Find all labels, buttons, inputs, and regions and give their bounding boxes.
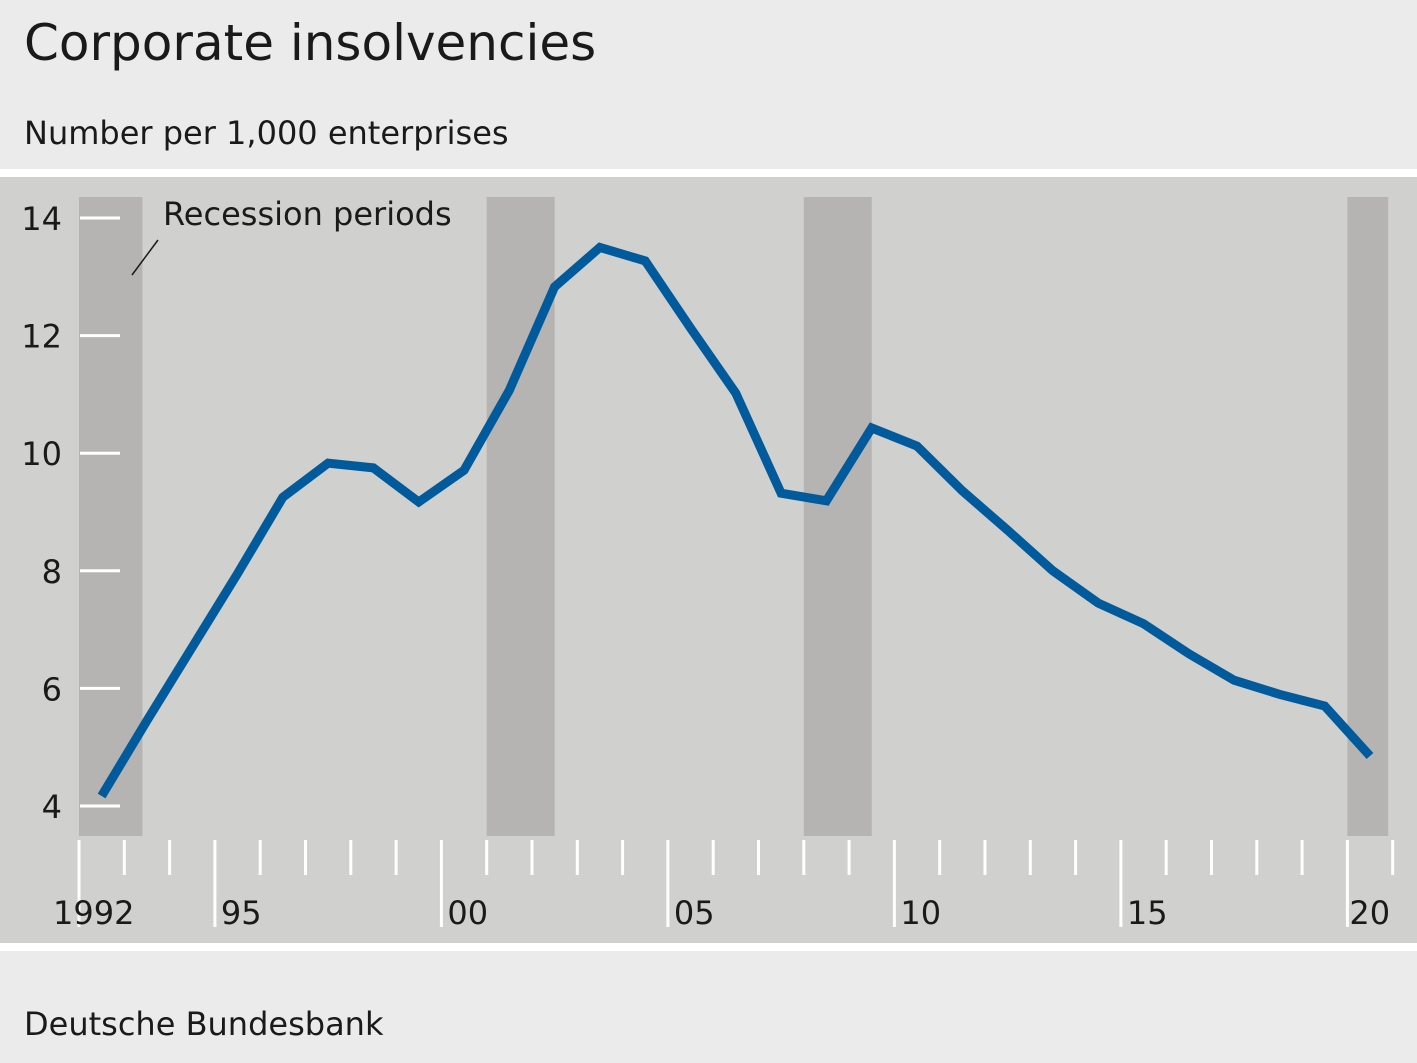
series-line (97, 242, 1374, 799)
divider-top (0, 169, 1417, 177)
x-tick-label: 1992 (53, 894, 134, 932)
line-chart: 4 6 8 10 12 14 1992 95 00 05 10 15 20 Recession per… (21, 195, 1395, 932)
chart-panel: 4 6 8 10 12 14 1992 95 00 05 10 15 20 Recession per… (0, 177, 1417, 943)
recession-band (79, 197, 143, 836)
x-tick-label: 15 (1127, 894, 1168, 932)
divider-bottom (0, 943, 1417, 951)
recession-band (803, 197, 872, 836)
y-tick-label: 4 (42, 788, 62, 826)
y-tick-label: 14 (21, 200, 62, 238)
recession-annotation: Recession periods (163, 195, 452, 233)
recession-band (1347, 197, 1389, 836)
y-tick-label: 12 (21, 318, 62, 356)
x-tick-label: 10 (900, 894, 941, 932)
y-tick-label: 8 (42, 553, 62, 591)
annotation-leader-line (131, 239, 159, 276)
y-tick-label: 6 (42, 670, 62, 708)
x-tick-label: 05 (674, 894, 715, 932)
x-tick-label: 95 (221, 894, 262, 932)
x-tick-label: 00 (447, 894, 488, 932)
chart-subtitle: Number per 1,000 enterprises (24, 114, 509, 152)
source-label: Deutsche Bundesbank (24, 1005, 384, 1043)
y-tick-label: 10 (21, 435, 62, 473)
recession-band (486, 197, 555, 836)
x-tick-label: 20 (1349, 894, 1390, 932)
chart-title: Corporate insolvencies (24, 14, 597, 72)
